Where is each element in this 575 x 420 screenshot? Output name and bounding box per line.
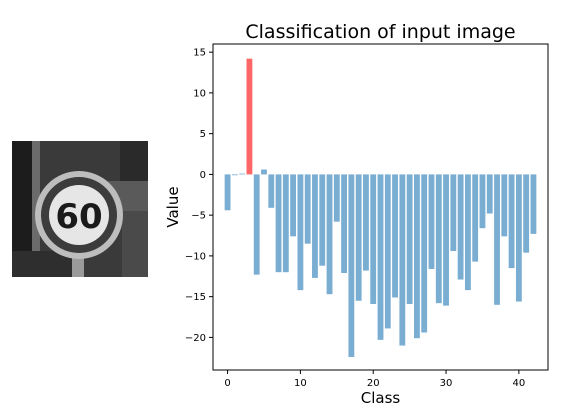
y-tick-label: 5 — [200, 129, 206, 140]
y-axis: −20 −15 −10 −5 0 5 10 15 — [185, 48, 213, 344]
y-tick-label: −5 — [191, 211, 206, 222]
x-tick-label: 0 — [224, 378, 230, 389]
bar — [341, 174, 347, 274]
bar — [523, 174, 530, 253]
input-image: 60 — [12, 141, 148, 277]
bars-group — [224, 58, 537, 357]
bar — [239, 173, 246, 175]
bar — [479, 174, 486, 229]
sign-text: 60 — [55, 197, 102, 237]
y-tick-label: −10 — [185, 251, 206, 262]
bar — [399, 174, 406, 346]
bar — [319, 174, 326, 266]
y-tick-label: 15 — [193, 48, 206, 59]
bar — [326, 174, 333, 295]
plot-frame — [212, 43, 549, 371]
bar — [508, 174, 515, 269]
bar — [377, 174, 384, 340]
bar — [268, 174, 275, 208]
bar — [261, 169, 267, 175]
bar — [384, 174, 391, 329]
bar — [297, 174, 304, 291]
bar — [363, 174, 369, 271]
y-tick-label: 10 — [193, 88, 206, 99]
bar — [421, 174, 428, 333]
y-tick-label: −20 — [185, 333, 206, 344]
bar — [515, 174, 522, 302]
bar — [406, 174, 413, 304]
chart-title: Classification of input image — [245, 21, 515, 43]
bar — [392, 174, 398, 298]
bar — [428, 174, 435, 269]
x-tick-label: 10 — [294, 378, 307, 389]
bar — [472, 174, 479, 262]
bar — [231, 174, 238, 176]
bar — [464, 174, 471, 291]
bar — [443, 174, 449, 306]
bar — [355, 174, 362, 301]
bar — [414, 174, 420, 339]
bar — [348, 174, 355, 357]
x-axis-label: Class — [361, 389, 401, 407]
bar — [486, 174, 493, 214]
bar — [435, 174, 442, 304]
bar — [253, 174, 260, 275]
bar — [457, 174, 464, 280]
y-tick-label: 0 — [200, 170, 206, 181]
bar — [494, 174, 500, 305]
bar-predicted-class — [246, 58, 253, 175]
bar — [370, 174, 377, 304]
bar — [275, 174, 282, 273]
bar — [304, 174, 311, 244]
bar — [282, 174, 289, 273]
x-tick-label: 30 — [440, 378, 453, 389]
bar — [530, 174, 537, 234]
x-tick-label: 20 — [367, 378, 380, 389]
bar — [312, 174, 318, 278]
bar — [501, 174, 508, 237]
bar — [333, 174, 340, 222]
bar — [290, 174, 297, 237]
bar — [450, 174, 457, 252]
y-tick-label: −15 — [185, 292, 206, 303]
y-axis-label: Value — [164, 186, 182, 227]
bar — [224, 174, 231, 211]
x-tick-label: 40 — [513, 378, 526, 389]
x-axis: 0 10 20 30 40 — [224, 370, 525, 389]
